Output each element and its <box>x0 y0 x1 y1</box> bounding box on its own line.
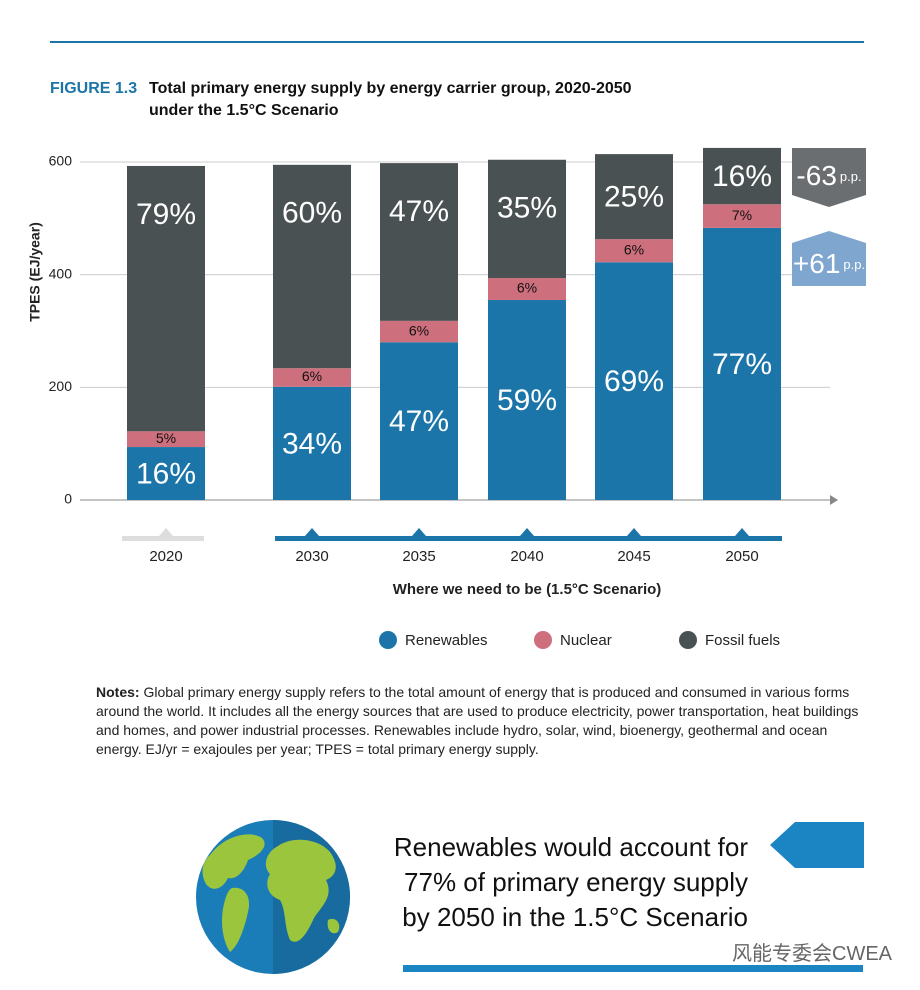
period-marker <box>735 528 749 536</box>
y-tick-label: 200 <box>49 378 73 394</box>
annotation-value: +61 <box>793 248 841 279</box>
share-label: 79% <box>136 198 196 231</box>
figure-title: FIGURE 1.3 Total primary energy supply b… <box>50 78 632 122</box>
legend-label: Nuclear <box>560 632 612 649</box>
x-tick-label: 2045 <box>617 548 650 565</box>
annotation-unit: p.p. <box>840 169 862 184</box>
period-bar <box>122 536 204 541</box>
period-marker <box>159 528 173 536</box>
share-label: 6% <box>624 241 644 257</box>
share-label: 5% <box>156 430 176 446</box>
annotation-arrow <box>792 231 866 286</box>
share-label: 69% <box>604 365 664 398</box>
x-tick-label: 2035 <box>402 548 435 565</box>
bar-segment <box>273 386 351 500</box>
share-label: 16% <box>712 160 772 193</box>
notes: Notes: Global primary energy supply refe… <box>96 683 871 759</box>
bar-segment <box>595 262 673 500</box>
period-bar <box>275 536 782 541</box>
bar-segment <box>488 300 566 500</box>
callout-arrow <box>770 822 864 868</box>
notes-label: Notes: <box>96 684 140 700</box>
bar-segment <box>127 431 205 448</box>
share-label: 34% <box>282 427 342 460</box>
bar-segment <box>380 320 458 343</box>
period-marker <box>520 528 534 536</box>
bar-segment <box>127 165 205 432</box>
axis-arrow <box>830 495 838 505</box>
x-tick-label: 2030 <box>295 548 328 565</box>
annotation-value: -63 <box>796 160 836 191</box>
legend-swatch <box>534 631 552 649</box>
x-tick-label: 2020 <box>149 548 182 565</box>
watermark: 风能专委会CWEA <box>732 943 892 965</box>
legend-swatch <box>679 631 697 649</box>
callout-rule <box>403 965 863 972</box>
bar-segment <box>127 447 205 500</box>
callout-line: Renewables would account for <box>393 832 748 862</box>
period-marker <box>305 528 319 536</box>
x-tick-label: 2040 <box>510 548 543 565</box>
callout-line: 77% of primary energy supply <box>404 867 748 897</box>
bar-segment <box>273 368 351 387</box>
bar-segment <box>703 227 781 500</box>
callout: Renewables would account for 77% of prim… <box>394 830 748 935</box>
figure-label: FIGURE 1.3 <box>50 80 138 97</box>
legend-label: Renewables <box>405 632 488 649</box>
annotation-arrow <box>792 148 866 207</box>
y-tick-label: 0 <box>64 491 72 507</box>
bar-segment <box>380 163 458 321</box>
share-label: 35% <box>497 192 557 225</box>
bar-segment <box>380 342 458 500</box>
share-label: 47% <box>389 405 449 438</box>
share-label: 77% <box>712 348 772 381</box>
share-label: 6% <box>409 322 429 338</box>
share-label: 16% <box>136 457 196 490</box>
globe <box>196 820 350 974</box>
bar-segment <box>703 204 781 228</box>
bar-segment <box>595 154 673 240</box>
callout-line: by 2050 in the 1.5°C Scenario <box>402 902 748 932</box>
legend-swatch <box>379 631 397 649</box>
annotation: +61 p.p. <box>793 248 865 279</box>
y-tick-label: 600 <box>49 153 73 169</box>
title-line: Total primary energy supply by energy ca… <box>149 80 632 97</box>
share-label: 6% <box>302 368 322 384</box>
period-marker <box>627 528 641 536</box>
share-label: 7% <box>732 207 752 223</box>
x-tick-label: 2050 <box>725 548 758 565</box>
share-label: 60% <box>282 197 342 230</box>
share-label: 47% <box>389 195 449 228</box>
share-label: 6% <box>517 280 537 296</box>
bar-segment <box>488 278 566 301</box>
legend-label: Fossil fuels <box>705 632 780 649</box>
y-axis-label: TPES (EJ/year) <box>27 222 43 322</box>
bar-segment <box>273 164 351 369</box>
bar-segment <box>488 159 566 279</box>
share-label: 25% <box>604 181 664 214</box>
title-line: under the 1.5°C Scenario <box>149 102 339 119</box>
annotation-unit: p.p. <box>843 257 865 272</box>
bar-segment <box>595 239 673 263</box>
share-label: 59% <box>497 384 557 417</box>
bar-segment <box>703 147 781 205</box>
y-tick-label: 400 <box>49 265 73 281</box>
period-marker <box>412 528 426 536</box>
notes-text: Global primary energy supply refers to t… <box>96 684 859 757</box>
annotation: -63 p.p. <box>796 160 861 191</box>
x-axis-label: Where we need to be (1.5°C Scenario) <box>393 581 662 598</box>
